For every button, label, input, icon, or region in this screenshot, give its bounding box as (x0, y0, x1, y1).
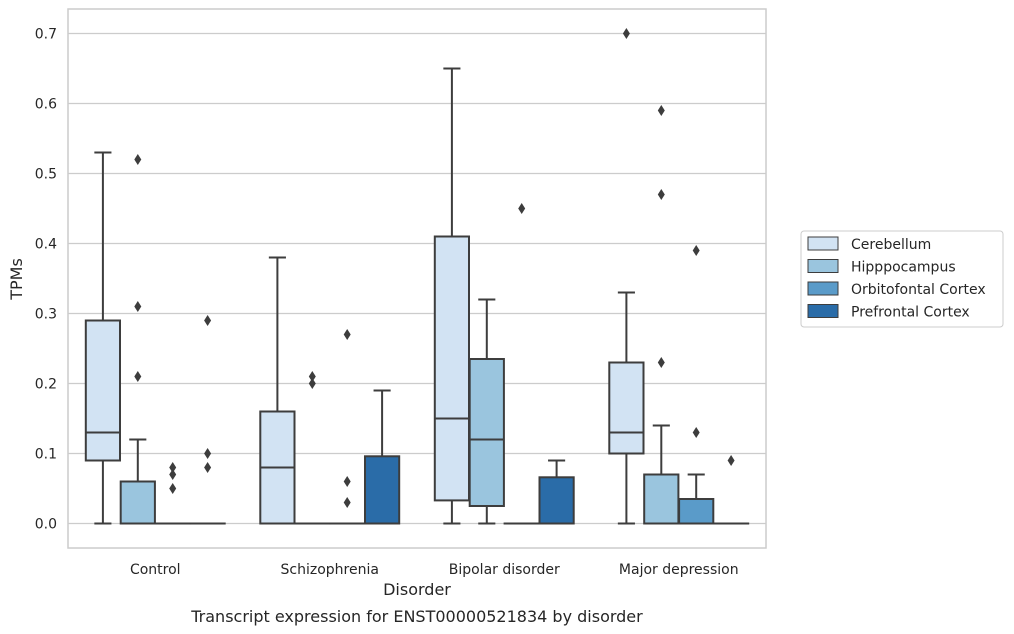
legend-swatch (807, 304, 839, 318)
box-hipppocampus (294, 371, 331, 525)
box-body (433, 235, 471, 502)
chart-caption: Transcript expression for ENST0000052183… (190, 607, 643, 626)
outlier-point (204, 315, 212, 326)
box-hipppocampus (643, 105, 680, 525)
box-orbitofontal-cortex (329, 329, 366, 525)
x-tick-label: Major depression (619, 562, 739, 578)
outlier-point (727, 455, 735, 466)
box-cerebellum (259, 256, 296, 525)
outlier-point (134, 154, 142, 165)
outlier-point (169, 469, 177, 480)
x-tick-labels: Control Schizophrenia Bipolar disorder Majo… (130, 562, 739, 578)
x-tick-label: Control (130, 562, 181, 578)
box-body (468, 358, 505, 507)
box-hipppocampus (119, 154, 156, 525)
outlier-point (169, 483, 177, 494)
x-tick-label: Bipolar disorder (449, 562, 560, 578)
box-prefrontal-cortex (538, 459, 575, 525)
box-prefrontal-cortex (189, 315, 226, 525)
box-body (608, 361, 645, 455)
outlier-point (657, 105, 665, 116)
box-prefrontal-cortex (363, 389, 401, 525)
outlier-point (657, 189, 665, 200)
x-axis-title: Disorder (383, 580, 451, 599)
y-tick-labels: 0.0 0.1 0.2 0.3 0.4 0.5 0.6 0.7 (35, 27, 57, 533)
outlier-point (657, 357, 665, 368)
box-body (643, 473, 680, 525)
legend-label: Cerebellum (851, 237, 931, 253)
outlier-point (308, 371, 316, 382)
y-axis-title: TPMs (7, 258, 26, 301)
y-tick-label: 0.4 (35, 237, 57, 253)
legend-label: Orbitofontal Cortex (851, 282, 986, 298)
y-tick-label: 0.1 (35, 447, 57, 463)
y-tick-label: 0.7 (35, 27, 57, 43)
box-series (84, 28, 750, 525)
plot-frame (67, 8, 767, 549)
box-body (538, 476, 575, 525)
box-orbitofontal-cortex (503, 203, 540, 525)
outlier-point (692, 245, 700, 256)
box-orbitofontal-cortex (154, 462, 191, 525)
grid-lines (68, 32, 766, 525)
outlier-point (343, 476, 351, 487)
outlier-point (134, 371, 142, 382)
y-tick-label: 0.0 (35, 517, 57, 533)
outlier-point (204, 448, 212, 459)
legend-frame (800, 230, 1004, 328)
outlier-point (692, 427, 700, 438)
box-cerebellum (433, 67, 471, 525)
outlier-point (518, 203, 526, 214)
box-body (84, 319, 122, 462)
box-cerebellum (608, 28, 645, 525)
y-tick-label: 0.3 (35, 307, 57, 323)
outlier-point (134, 301, 142, 312)
y-tick-label: 0.5 (35, 167, 57, 183)
legend-swatch (807, 259, 839, 273)
outlier-point (343, 497, 351, 508)
box-body (119, 480, 156, 525)
legend-label: Hipppocampus (851, 260, 956, 276)
box-prefrontal-cortex (712, 455, 750, 525)
x-tick-label: Schizophrenia (281, 562, 379, 578)
box-body (363, 455, 401, 525)
legend: Cerebellum Hipppocampus Orbitofontal Corte… (800, 230, 1004, 328)
outlier-point (169, 462, 177, 473)
box-orbitofontal-cortex (678, 245, 715, 525)
box-cerebellum (84, 151, 122, 525)
y-tick-label: 0.6 (35, 97, 57, 113)
legend-label: Prefrontal Cortex (851, 305, 970, 321)
box-hipppocampus (468, 298, 505, 525)
legend-swatch (807, 236, 839, 251)
y-tick-label: 0.2 (35, 377, 57, 393)
outlier-point (308, 378, 316, 389)
outlier-point (343, 329, 351, 340)
legend-swatch (807, 281, 839, 296)
outlier-point (204, 462, 212, 473)
box-body (678, 498, 715, 525)
outlier-point (622, 28, 630, 39)
